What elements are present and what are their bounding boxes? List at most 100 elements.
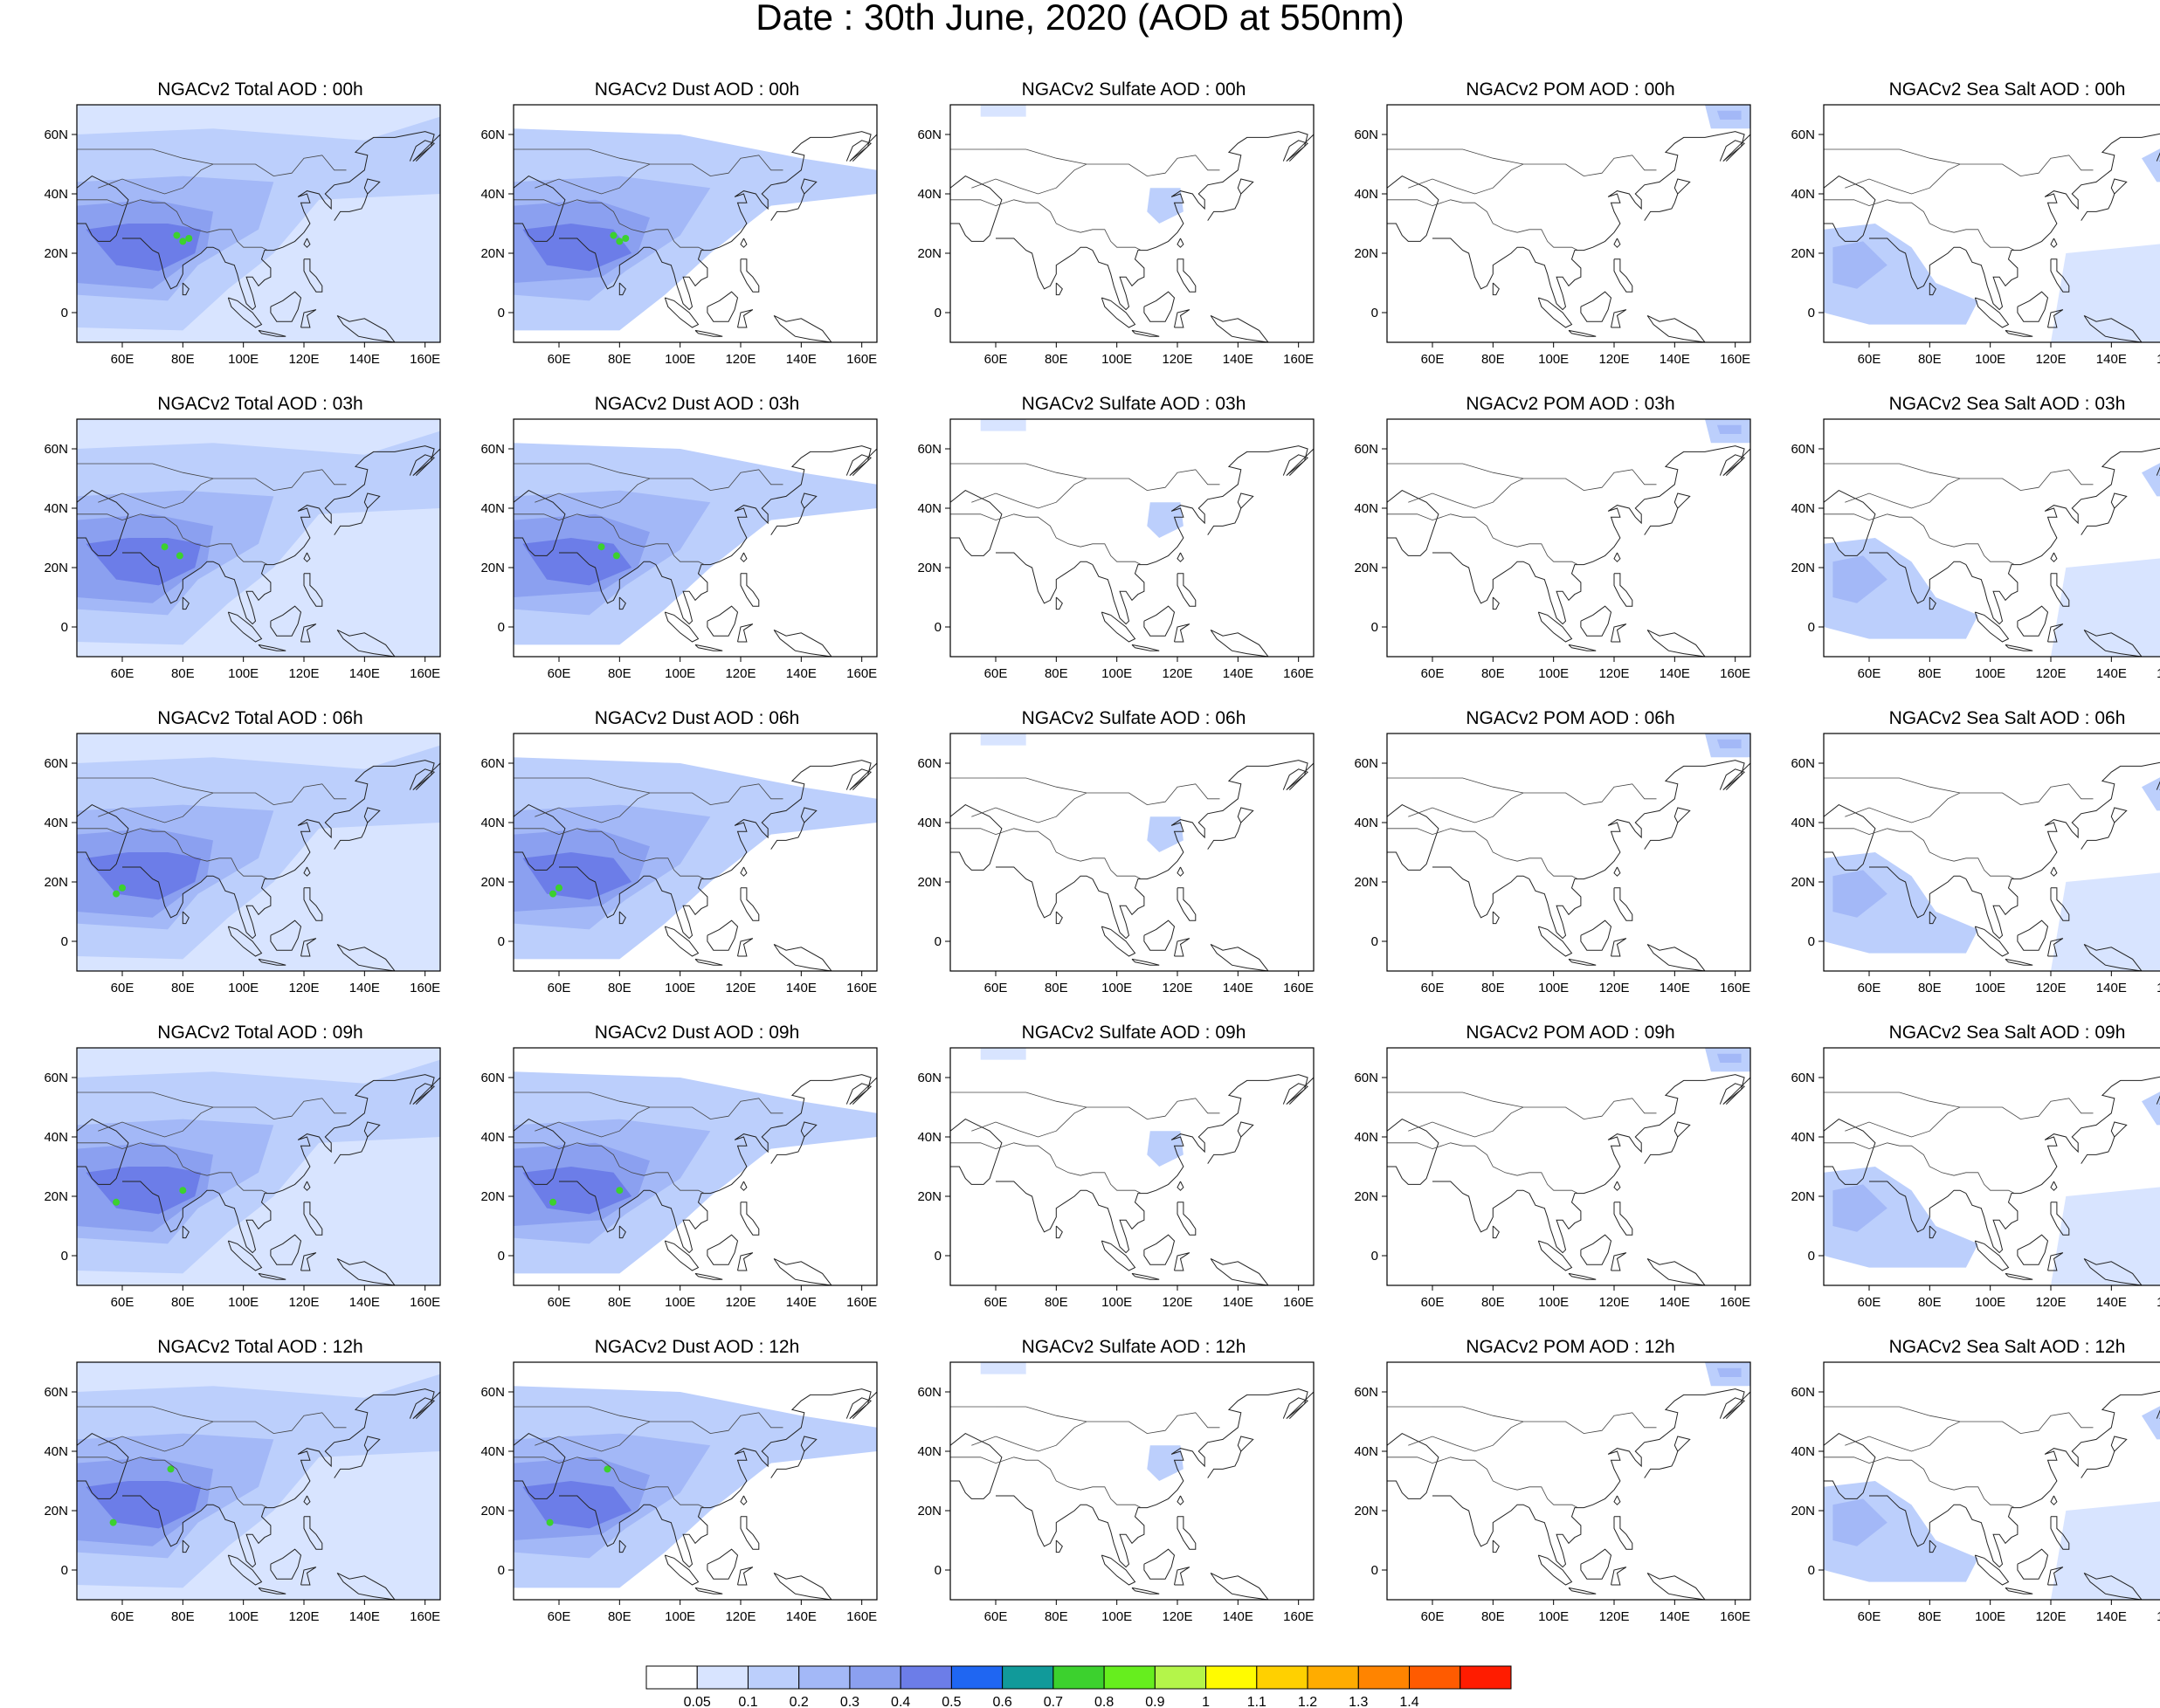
colorbar-label: 1 — [1202, 1695, 1210, 1708]
lon-tick-label: 60E — [984, 666, 1008, 681]
aod-contour-region — [86, 852, 202, 900]
coastline — [770, 178, 818, 221]
map-panel: NGACv2 Sea Salt AOD : 12h 60E 80E 100E 120E 1… — [1789, 1336, 2160, 1633]
map-frame — [949, 1361, 1315, 1601]
map-panel: NGACv2 Total AOD : 03h 60E 80E 100E 120E 140E… — [42, 393, 479, 690]
lon-tick-label: 60E — [1421, 981, 1445, 995]
coastline — [77, 176, 129, 242]
map-plot: 60E 80E 100E 120E 140E 160E 60N 40N 20N 0 — [917, 733, 1315, 995]
lat-tick-label: 40N — [1354, 1444, 1378, 1459]
coastline — [1611, 1252, 1627, 1271]
coastline — [559, 1181, 657, 1233]
coastline — [1974, 1554, 2010, 1586]
country-border — [514, 828, 705, 879]
panel-title: NGACv2 Dust AOD : 09h — [594, 1023, 800, 1043]
lon-tick-label: 80E — [608, 666, 631, 681]
coastline — [1131, 644, 1160, 651]
lon-tick-label: 60E — [984, 1609, 1008, 1624]
country-border — [1845, 1098, 2094, 1138]
coastline — [303, 258, 323, 293]
aod-contour-region — [522, 1481, 632, 1529]
coastline — [1646, 314, 1706, 342]
lon-tick-label: 60E — [111, 352, 135, 367]
country-border — [1845, 469, 2094, 509]
coastline — [996, 1495, 1094, 1547]
coastline — [2050, 887, 2070, 921]
country-border — [122, 463, 214, 479]
country-border — [950, 1457, 1142, 1508]
lon-tick-label: 120E — [288, 1295, 319, 1310]
lat-tick-label: 20N — [917, 875, 942, 890]
coastline — [1282, 1083, 1309, 1105]
country-border — [98, 1412, 347, 1452]
lat-tick-label: 60N — [480, 127, 505, 142]
lon-tick-label: 140E — [1660, 666, 1690, 681]
country-border — [1387, 513, 1578, 565]
lat-tick-label: 0 — [1371, 306, 1378, 320]
aod-peak-cell — [597, 543, 605, 551]
coastline — [1207, 807, 1254, 850]
coastline — [1613, 866, 1621, 877]
coastline — [2047, 309, 2064, 328]
colorbar-label: 0.4 — [891, 1695, 910, 1708]
aerosol-shading — [1387, 105, 1750, 342]
aod-contour-region — [86, 224, 202, 272]
coastline — [694, 1272, 723, 1280]
coastline — [1055, 282, 1063, 296]
lon-tick-label: 80E — [608, 352, 631, 367]
lat-tick-label: 0 — [1371, 934, 1378, 949]
lat-tick-label: 40N — [480, 816, 505, 830]
coastline — [1210, 314, 1269, 342]
coastline — [409, 140, 436, 162]
country-border — [514, 1457, 705, 1508]
coastline — [300, 623, 317, 643]
map-panel: NGACv2 Dust AOD : 06h 60E 80E 100E 120E 140E 1… — [479, 707, 915, 1004]
lon-tick-label: 120E — [2035, 1609, 2066, 1624]
lat-tick-label: 40N — [917, 1130, 942, 1145]
lon-tick-label: 80E — [608, 1295, 631, 1310]
coastline — [1177, 573, 1197, 607]
lat-tick-label: 0 — [935, 1563, 942, 1578]
lon-tick-label: 60E — [1421, 1609, 1445, 1624]
map-panel: NGACv2 POM AOD : 09h 60E 80E 100E 120E 140E 16… — [1352, 1022, 1789, 1319]
map-panel: NGACv2 Total AOD : 06h 60E 80E 100E 120E 140E… — [42, 707, 479, 1004]
coastline — [1177, 866, 1184, 877]
coastline — [1055, 1225, 1063, 1239]
map-frame — [513, 1361, 878, 1601]
coastline — [2005, 1587, 2033, 1594]
aod-contour-region — [1716, 739, 1742, 748]
lon-tick-label: 160E — [410, 1609, 440, 1624]
coastline — [122, 1181, 220, 1233]
country-border — [1824, 1142, 2015, 1194]
lat-tick-label: 0 — [61, 1563, 68, 1578]
lon-tick-label: 120E — [725, 1295, 756, 1310]
coastline — [1929, 596, 1936, 610]
coastline — [1055, 596, 1063, 610]
aerosol-shading — [514, 443, 877, 657]
coastline — [336, 629, 396, 657]
coastline — [122, 238, 220, 290]
coastline — [1529, 760, 1750, 940]
coastline — [1537, 926, 1573, 957]
aod-contour-region — [1147, 816, 1184, 852]
coastline — [1210, 943, 1269, 971]
coastline — [409, 768, 436, 790]
lon-tick-label: 100E — [665, 981, 695, 995]
country-border — [535, 1098, 783, 1138]
map-plot: 60E 80E 100E 120E 140E 160E 60N 40N 20N 0 — [1791, 1361, 2160, 1624]
coastline — [950, 1119, 1003, 1185]
coastline — [1432, 1495, 1530, 1547]
coastline — [1092, 1388, 1314, 1568]
coastline — [1529, 1074, 1750, 1254]
aod-contour-region — [1832, 870, 1887, 918]
lat-tick-label: 60N — [917, 442, 942, 457]
coastline — [1529, 1388, 1750, 1568]
country-border — [77, 199, 268, 251]
lat-tick-label: 20N — [917, 246, 942, 261]
lat-tick-label: 0 — [1808, 934, 1815, 949]
map-frame — [76, 1047, 441, 1286]
country-border — [77, 513, 268, 565]
country-border — [535, 155, 783, 195]
aod-peak-cell — [549, 890, 557, 898]
coastline — [1210, 1257, 1269, 1285]
